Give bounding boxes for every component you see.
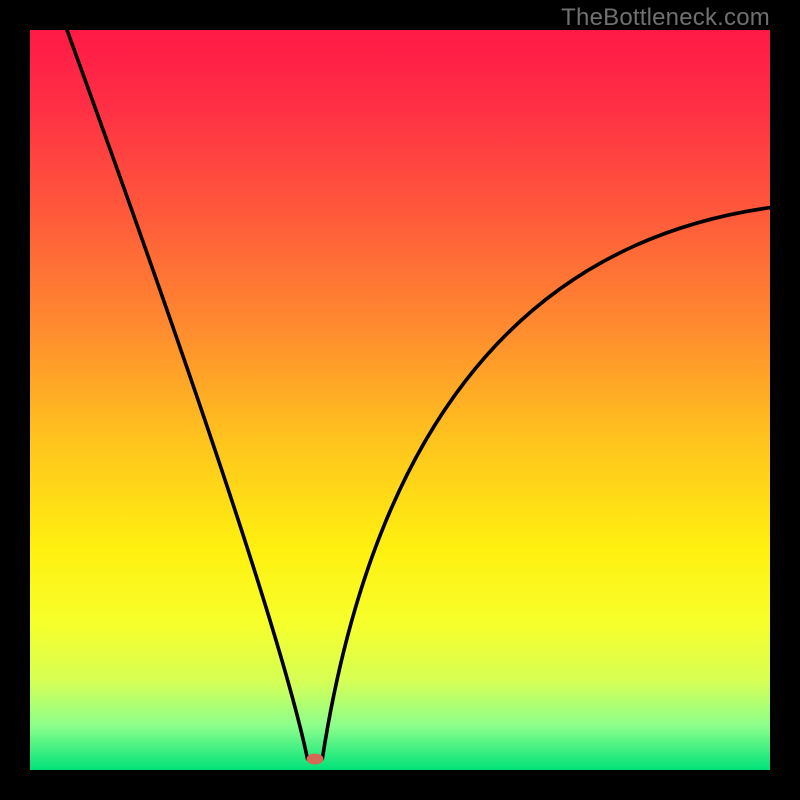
bottleneck-curve [30,30,770,770]
chart-frame: TheBottleneck.com [0,0,800,800]
optimal-point-marker [306,753,323,764]
curve-left-branch [67,30,308,759]
watermark-text: TheBottleneck.com [561,4,770,32]
plot-area [30,30,770,770]
curve-right-branch [322,208,770,759]
